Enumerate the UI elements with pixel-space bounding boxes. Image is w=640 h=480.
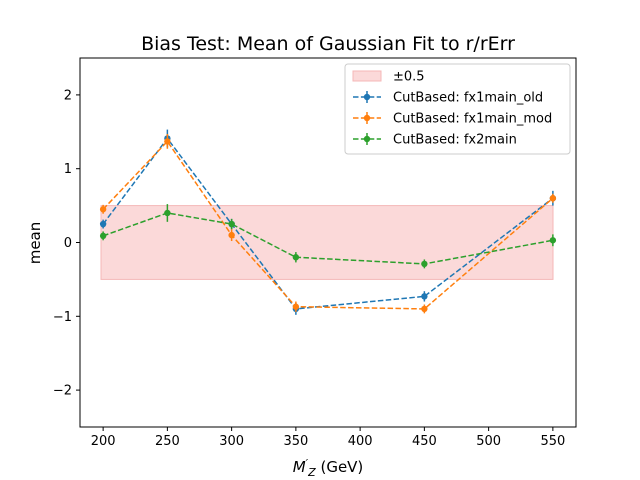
- y-axis-label: mean: [26, 222, 44, 265]
- x-tick-label-6: 500: [476, 434, 501, 449]
- series-line-0: [102, 137, 554, 310]
- y-tick-label-4: 2: [64, 88, 72, 103]
- data-point-1-2: [228, 231, 235, 239]
- series-line-2: [102, 212, 554, 265]
- y-tick-label-2: 0: [64, 236, 72, 251]
- y-tick-label-0: −2: [53, 384, 72, 399]
- data-point-2-3: [292, 254, 300, 261]
- x-tick-label-5: 450: [412, 434, 437, 449]
- legend-marker-2: [363, 135, 371, 143]
- x-axis-label-main: M: [293, 458, 306, 476]
- x-tick-label-1: 250: [155, 434, 180, 449]
- x-axis-label-unit: (GeV): [316, 458, 364, 476]
- data-point-1-3: [292, 303, 300, 310]
- legend-marker-0: [363, 93, 371, 101]
- axis-ticks: 200 250 300 350 400 450 500 550 −2 −1 0 1 2: [53, 88, 565, 449]
- x-axis-label: M′Z (GeV): [293, 457, 364, 479]
- data-point-1-4: [421, 305, 428, 313]
- legend-band-label: ±0.5: [393, 70, 425, 85]
- data-point-1-5: [549, 195, 557, 202]
- data-point-2-2: [228, 220, 235, 228]
- y-tick-label-3: 1: [64, 162, 72, 177]
- x-axis-label-sub: Z: [307, 466, 316, 479]
- legend-band-swatch: [352, 70, 382, 82]
- plot-area: [99, 129, 557, 315]
- legend-box: [344, 63, 571, 155]
- chart-title: Bias Test: Mean of Gaussian Fit to r/rEr…: [141, 33, 515, 55]
- x-tick-label-3: 350: [283, 434, 308, 449]
- y-tick-label-1: −1: [53, 310, 72, 325]
- band-region: [100, 205, 554, 280]
- x-tick-label-4: 400: [348, 434, 373, 449]
- legend-label-0: CutBased: fx1main_old: [393, 91, 543, 106]
- data-point-2-4: [421, 260, 428, 268]
- data-point-0-0: [99, 220, 107, 228]
- data-point-2-5: [549, 237, 557, 244]
- x-tick-label-0: 200: [91, 434, 116, 449]
- legend-marker-1: [363, 114, 371, 122]
- legend-label-1: CutBased: fx1main_mod: [393, 112, 552, 127]
- legend: ±0.5 CutBased: fx1main_old CutBased: fx1ma…: [344, 63, 571, 155]
- x-tick-label-7: 550: [540, 434, 565, 449]
- legend-label-2: CutBased: fx2main: [393, 133, 517, 148]
- data-point-2-1: [164, 209, 171, 217]
- series-line-1: [102, 140, 554, 310]
- data-point-1-0: [99, 206, 107, 213]
- data-point-0-4: [421, 293, 428, 300]
- x-axis-label-prime: ′: [306, 457, 309, 470]
- x-tick-label-2: 300: [219, 434, 244, 449]
- data-point-1-1: [164, 138, 171, 145]
- data-point-2-0: [99, 232, 107, 240]
